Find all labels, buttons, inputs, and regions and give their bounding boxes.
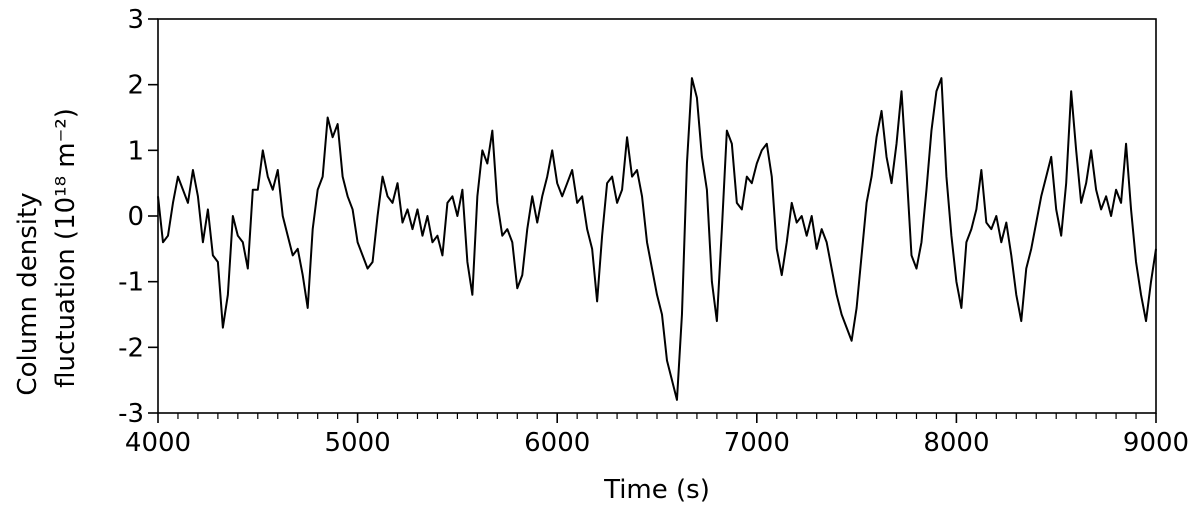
plot-frame <box>157 18 1157 414</box>
y-tick-label: -2 <box>118 333 144 363</box>
x-tick-label: 4000 <box>125 428 191 458</box>
y-tick-label: -1 <box>118 268 144 298</box>
y-axis-label: Column density <box>13 192 43 395</box>
y-tick-label: 3 <box>127 5 144 35</box>
y-tick-label: 1 <box>127 136 144 166</box>
y-tick-label: 2 <box>127 71 144 101</box>
y-tick-label: 0 <box>127 202 144 232</box>
x-tick-label: 9000 <box>1123 428 1189 458</box>
x-tick-label: 6000 <box>524 428 590 458</box>
y-tick-label: -3 <box>118 399 144 429</box>
x-tick-label: 5000 <box>325 428 391 458</box>
y-axis-label: fluctuation (10¹⁸ m⁻²) <box>51 108 81 388</box>
x-axis-label: Time (s) <box>603 475 710 505</box>
x-tick-label: 7000 <box>724 428 790 458</box>
x-tick-label: 8000 <box>923 428 989 458</box>
data-line <box>157 77 1157 401</box>
